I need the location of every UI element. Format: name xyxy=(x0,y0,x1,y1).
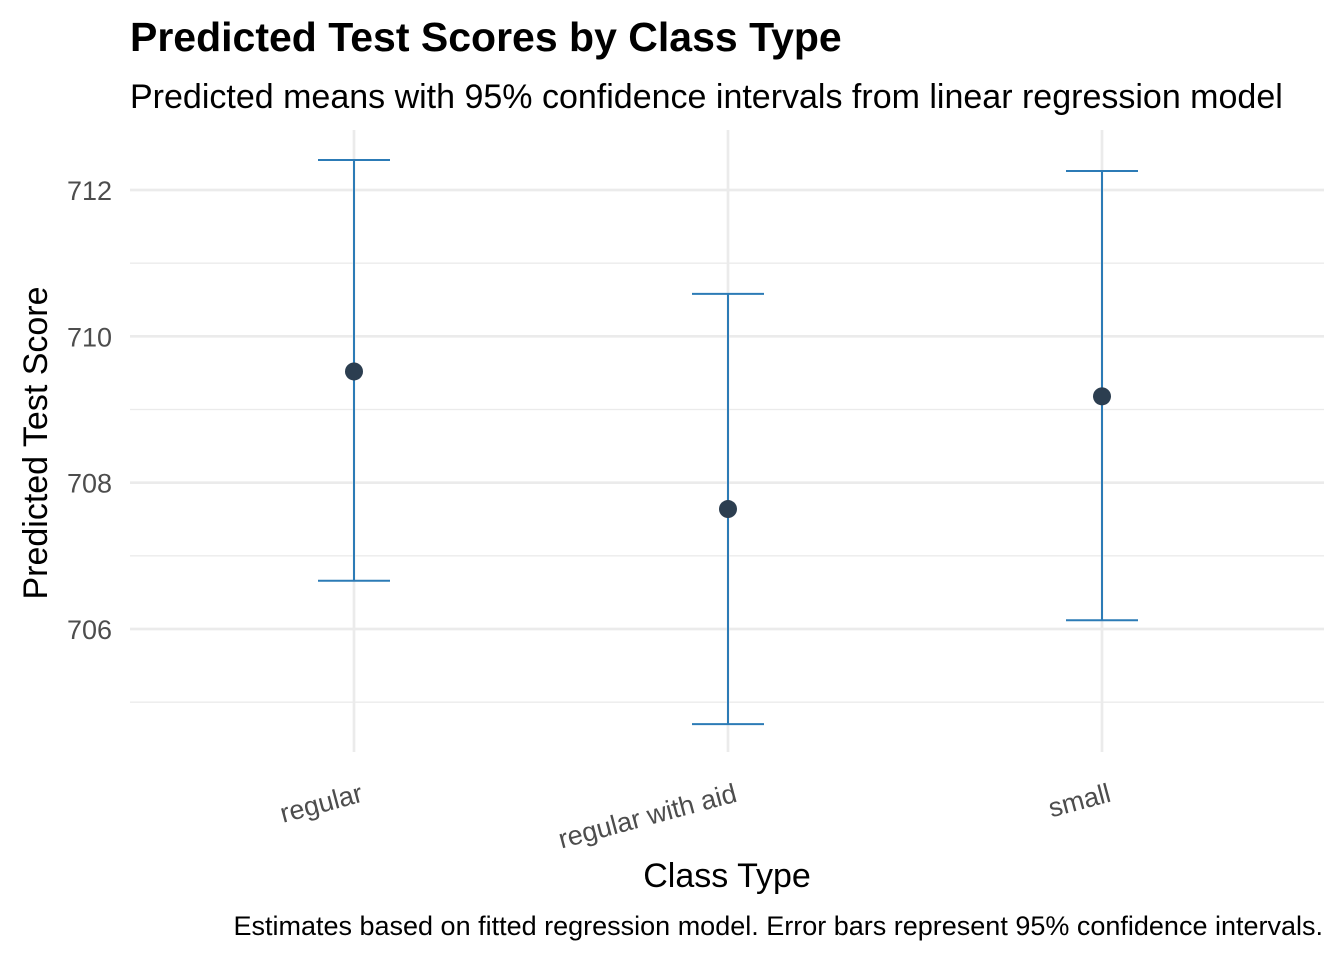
y-tick-label: 712 xyxy=(67,176,112,206)
point-regular xyxy=(345,362,363,381)
chart-caption: Estimates based on fitted regression mod… xyxy=(233,911,1323,941)
y-tick-label: 710 xyxy=(67,322,112,352)
axis-ticks: 706 708 710 712 regular regular with aid small xyxy=(67,176,1114,854)
point-regular-with-aid xyxy=(719,500,737,519)
x-tick-label: small xyxy=(1045,778,1114,823)
y-tick-label: 708 xyxy=(67,469,112,499)
y-axis-title: Predicted Test Score xyxy=(17,286,55,599)
chart-marks xyxy=(318,159,1138,726)
x-axis-title: Class Type xyxy=(643,857,811,895)
chart-subtitle: Predicted means with 95% confidence inte… xyxy=(130,78,1283,116)
chart-title: Predicted Test Scores by Class Type xyxy=(130,14,842,60)
y-tick-label: 706 xyxy=(67,615,112,645)
point-small xyxy=(1093,387,1111,406)
x-tick-label: regular with aid xyxy=(555,778,740,854)
x-tick-label: regular xyxy=(277,778,366,829)
